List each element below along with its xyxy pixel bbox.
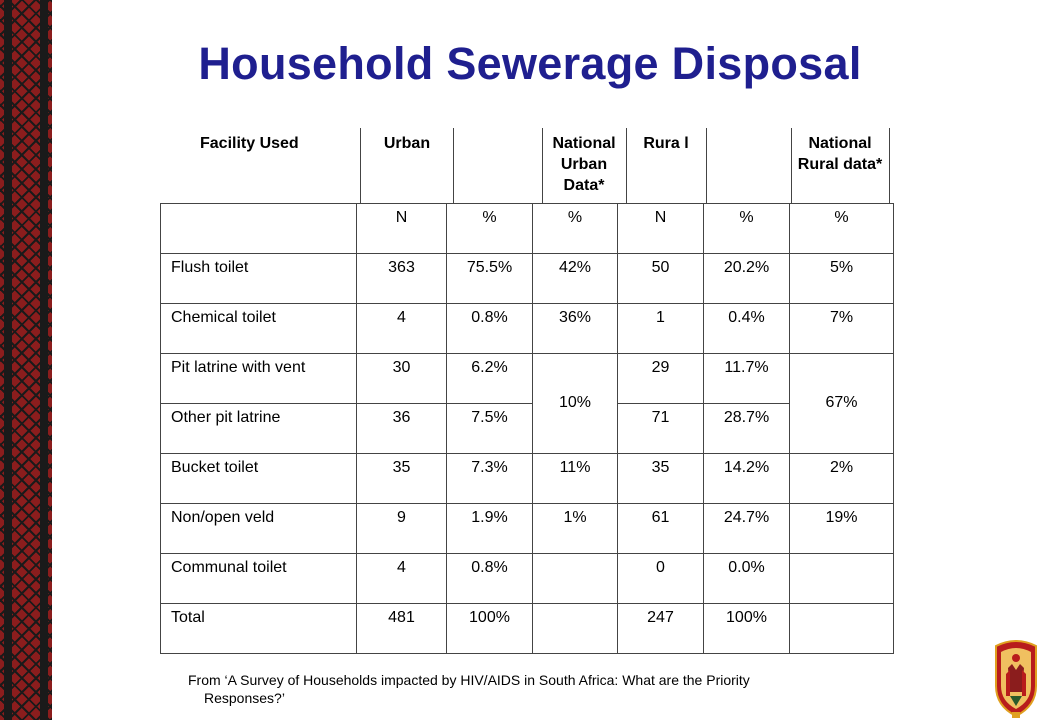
cell-national-urban: 1% <box>532 503 618 554</box>
row-label: Communal toilet <box>160 553 357 604</box>
table-row: Communal toilet 4 0.8% 0 0.0% <box>160 553 894 604</box>
header-national-urban: National Urban Data* <box>542 128 627 204</box>
cell-rural-n: 0 <box>617 553 704 604</box>
cell-urban-pct: 7.3% <box>446 453 533 504</box>
source-line-2: Responses?’ <box>204 690 285 706</box>
table-row: Chemical toilet 4 0.8% 36% 1 0.4% 7% <box>160 303 894 354</box>
source-citation: From ‘A Survey of Households impacted by… <box>188 671 848 707</box>
header-urban: Urban <box>360 128 454 204</box>
row-label: Flush toilet <box>160 253 357 304</box>
table-row: Pit latrine with vent 30 6.2% 10% 29 11.… <box>160 353 894 454</box>
row-label: Total <box>160 603 357 654</box>
cell-urban-n: 4 <box>356 303 447 354</box>
cell-rural-pct: 28.7% <box>703 403 790 454</box>
subheader-urban-pct: % <box>446 203 533 254</box>
cell-rural-pct: 20.2% <box>703 253 790 304</box>
cell-rural-n: 247 <box>617 603 704 654</box>
cell-national-urban: 36% <box>532 303 618 354</box>
sewerage-data-table: N % % N % % Flush toilet 363 75.5% 42% 5… <box>160 203 894 654</box>
cell-urban-n: 36 <box>356 403 447 454</box>
cell-national-rural <box>789 603 894 654</box>
cell-urban-n: 481 <box>356 603 447 654</box>
table-row: Other pit latrine 36 7.5% 71 28.7% <box>160 403 894 454</box>
cell-rural-pct: 14.2% <box>703 453 790 504</box>
row-label: Non/open veld <box>160 503 357 554</box>
table-row: Flush toilet 363 75.5% 42% 50 20.2% 5% <box>160 253 894 304</box>
cell-urban-n: 4 <box>356 553 447 604</box>
cell-rural-pct: 0.0% <box>703 553 790 604</box>
subheader-rural-pct: % <box>703 203 790 254</box>
subheader-national-urban-pct: % <box>532 203 618 254</box>
cell-urban-n: 35 <box>356 453 447 504</box>
cell-rural-n: 35 <box>617 453 704 504</box>
header-blank-1 <box>453 128 543 204</box>
decorative-zigzag-border <box>0 0 52 720</box>
table-row: Bucket toilet 35 7.3% 11% 35 14.2% 2% <box>160 453 894 504</box>
cell-rural-n: 50 <box>617 253 704 304</box>
cell-rural-n: 1 <box>617 303 704 354</box>
subheader-blank <box>160 203 357 254</box>
cell-rural-pct: 11.7% <box>703 353 790 404</box>
row-label: Chemical toilet <box>160 303 357 354</box>
table-row: Non/open veld 9 1.9% 1% 61 24.7% 19% <box>160 503 894 554</box>
header-facility-used: Facility Used <box>200 135 299 152</box>
subheader-urban-n: N <box>356 203 447 254</box>
row-label: Bucket toilet <box>160 453 357 504</box>
cell-national-rural <box>789 553 894 604</box>
source-line-1: From ‘A Survey of Households impacted by… <box>188 672 750 688</box>
coat-of-arms-logo-icon <box>992 640 1040 720</box>
cell-urban-pct: 75.5% <box>446 253 533 304</box>
cell-rural-pct: 100% <box>703 603 790 654</box>
table-row-total: Total 481 100% 247 100% <box>160 603 894 654</box>
cell-urban-pct: 0.8% <box>446 553 533 604</box>
cell-national-rural-merged: 67% <box>789 353 894 454</box>
cell-national-rural: 19% <box>789 503 894 554</box>
cell-national-rural: 2% <box>789 453 894 504</box>
cell-rural-n: 71 <box>617 403 704 454</box>
row-label: Pit latrine with vent <box>160 353 357 404</box>
cell-urban-pct: 6.2% <box>446 353 533 404</box>
cell-rural-pct: 24.7% <box>703 503 790 554</box>
cell-urban-n: 9 <box>356 503 447 554</box>
cell-national-urban <box>532 603 618 654</box>
header-national-rural: National Rural data* <box>791 128 890 204</box>
cell-urban-pct: 1.9% <box>446 503 533 554</box>
page-title: Household Sewerage Disposal <box>198 38 862 89</box>
subheader-rural-n: N <box>617 203 704 254</box>
header-blank-2 <box>706 128 792 204</box>
subheader-national-rural-pct: % <box>789 203 894 254</box>
cell-national-urban <box>532 553 618 604</box>
cell-urban-pct: 0.8% <box>446 303 533 354</box>
cell-national-rural: 7% <box>789 303 894 354</box>
cell-urban-n: 363 <box>356 253 447 304</box>
cell-national-urban-merged: 10% <box>532 353 618 454</box>
header-rural: Rura l <box>626 128 707 204</box>
table-subheader-row: N % % N % % <box>160 203 894 254</box>
cell-national-urban: 11% <box>532 453 618 504</box>
cell-urban-pct: 100% <box>446 603 533 654</box>
cell-rural-n: 61 <box>617 503 704 554</box>
cell-national-urban: 42% <box>532 253 618 304</box>
cell-rural-n: 29 <box>617 353 704 404</box>
cell-rural-pct: 0.4% <box>703 303 790 354</box>
cell-urban-pct: 7.5% <box>446 403 533 454</box>
cell-national-rural: 5% <box>789 253 894 304</box>
row-label: Other pit latrine <box>160 403 357 454</box>
cell-urban-n: 30 <box>356 353 447 404</box>
